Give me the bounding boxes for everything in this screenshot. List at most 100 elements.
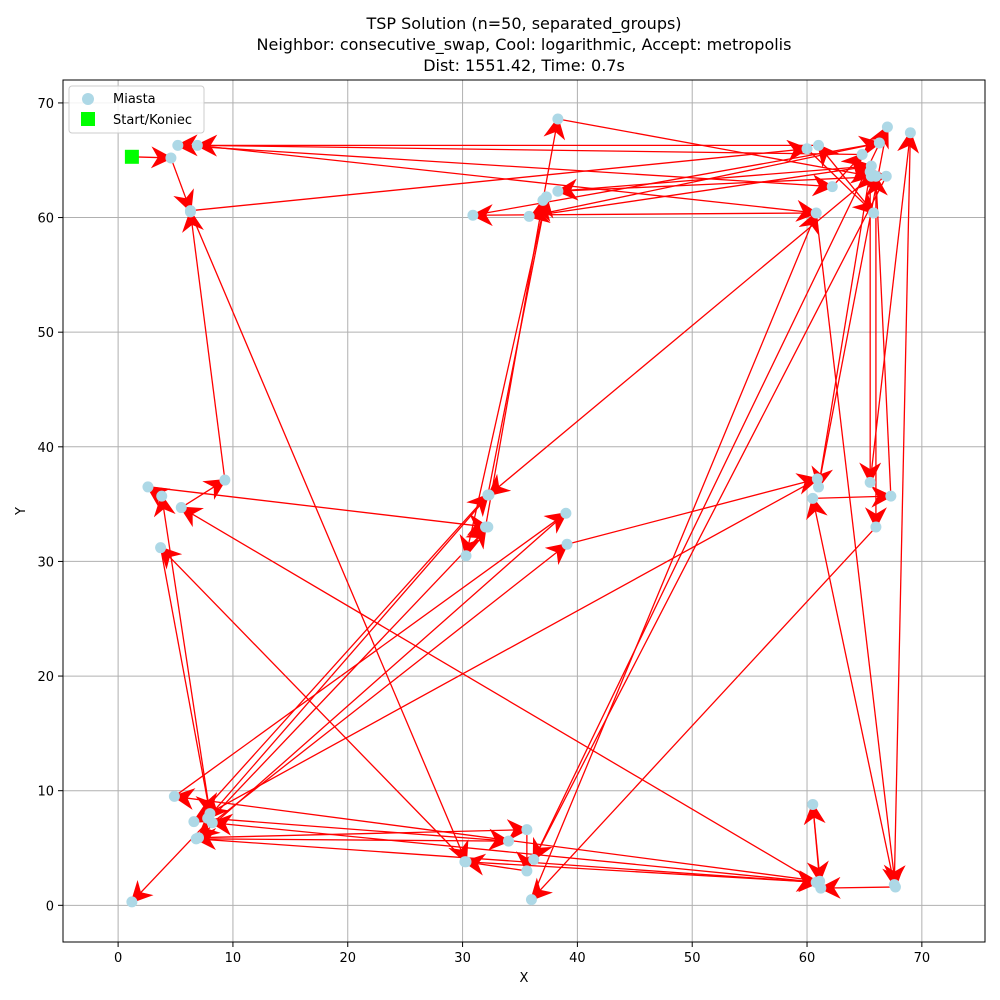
route-segment <box>197 144 819 222</box>
route-segment <box>170 157 194 213</box>
y-tick-label: 20 <box>37 670 54 685</box>
y-tick-label: 70 <box>37 97 54 112</box>
city-point <box>155 542 167 554</box>
route-segment <box>533 125 889 860</box>
start-end-marker <box>124 149 139 164</box>
x-tick-label: 40 <box>569 951 586 966</box>
city-point <box>168 790 180 802</box>
city-point <box>826 181 838 193</box>
city-point <box>856 149 868 161</box>
route-segment <box>179 506 817 883</box>
route-segment <box>210 813 819 884</box>
route-segment <box>182 209 226 481</box>
city-point <box>881 121 893 133</box>
route-segment <box>487 175 872 497</box>
y-tick-label: 0 <box>46 899 54 914</box>
city-point <box>188 816 200 828</box>
x-tick-label: 30 <box>454 951 471 966</box>
city-point <box>864 476 876 488</box>
city-point <box>904 127 916 139</box>
route-segment <box>529 157 874 218</box>
route-segment <box>173 512 568 797</box>
city-point <box>172 139 184 151</box>
city-point <box>561 538 573 550</box>
route-segment <box>530 210 819 900</box>
city-point <box>873 137 885 149</box>
city-point <box>807 798 819 810</box>
route-segment <box>159 547 218 816</box>
route-segment <box>195 134 863 157</box>
city-point <box>537 194 549 206</box>
city-point <box>142 481 154 493</box>
route-segment <box>196 512 567 840</box>
x-axis-label: X <box>520 971 529 986</box>
city-point <box>502 835 514 847</box>
route-segment <box>557 118 874 184</box>
route-segment <box>159 546 467 863</box>
x-tick-label: 50 <box>684 951 701 966</box>
route-segment <box>883 132 912 887</box>
city-points <box>126 113 916 908</box>
city-point <box>482 521 494 533</box>
city-point <box>865 170 877 182</box>
route-segment <box>532 175 887 862</box>
legend-start-label: Start/Koniec <box>113 113 192 128</box>
route-segment <box>865 174 892 497</box>
route-segment <box>818 876 896 899</box>
city-point <box>156 490 168 502</box>
route-segment <box>812 485 894 508</box>
city-point <box>184 206 196 218</box>
route-segment <box>817 169 878 488</box>
y-axis-label: Y <box>14 507 29 516</box>
route-segment <box>484 198 551 528</box>
route-segment <box>462 853 527 876</box>
y-tick-label: 40 <box>37 441 54 456</box>
city-point <box>523 210 535 222</box>
city-point <box>810 876 822 888</box>
city-point <box>552 185 564 197</box>
x-tick-label: 60 <box>799 951 816 966</box>
city-point <box>801 143 813 155</box>
y-tick-label: 60 <box>37 212 54 227</box>
city-point <box>483 489 495 501</box>
route-segment <box>190 139 810 212</box>
legend-box <box>68 85 205 134</box>
start-end-point <box>124 149 139 164</box>
city-point <box>525 894 537 906</box>
city-point <box>552 113 564 125</box>
city-point <box>560 507 572 519</box>
city-point <box>460 856 472 868</box>
route-segment <box>529 526 877 902</box>
y-tick-label: 30 <box>37 555 54 570</box>
route-segment <box>557 166 889 192</box>
city-point <box>521 824 533 836</box>
title-line-1: TSP Solution (n=50, separated_groups) <box>365 14 681 34</box>
title-line-2: Neighbor: consecutive_swap, Cool: logari… <box>257 35 792 55</box>
city-point <box>880 170 892 182</box>
route-segment <box>206 494 490 820</box>
route-segment <box>196 838 819 892</box>
city-point <box>810 207 822 219</box>
y-tick-label: 50 <box>37 326 54 341</box>
city-point <box>204 808 216 820</box>
legend-cities-label: Miasta <box>113 92 156 107</box>
city-point <box>811 473 823 485</box>
city-point <box>460 550 472 562</box>
legend: Miasta Start/Koniec <box>68 85 205 134</box>
city-point <box>467 209 479 221</box>
city-point <box>813 481 825 493</box>
x-axis-ticks: 0 10 20 30 40 50 60 70 <box>114 942 930 966</box>
city-point <box>889 881 901 893</box>
route-segment <box>207 817 511 851</box>
city-point <box>126 896 138 908</box>
route-segment <box>189 211 469 864</box>
y-tick-label: 10 <box>37 785 54 800</box>
y-axis-ticks: 0 10 20 30 40 50 60 70 <box>37 97 63 914</box>
city-point <box>175 502 187 514</box>
x-tick-label: 20 <box>339 951 356 966</box>
route-segment <box>815 212 905 890</box>
route-segment <box>817 143 875 214</box>
city-point <box>190 833 202 845</box>
city-point <box>165 152 177 164</box>
